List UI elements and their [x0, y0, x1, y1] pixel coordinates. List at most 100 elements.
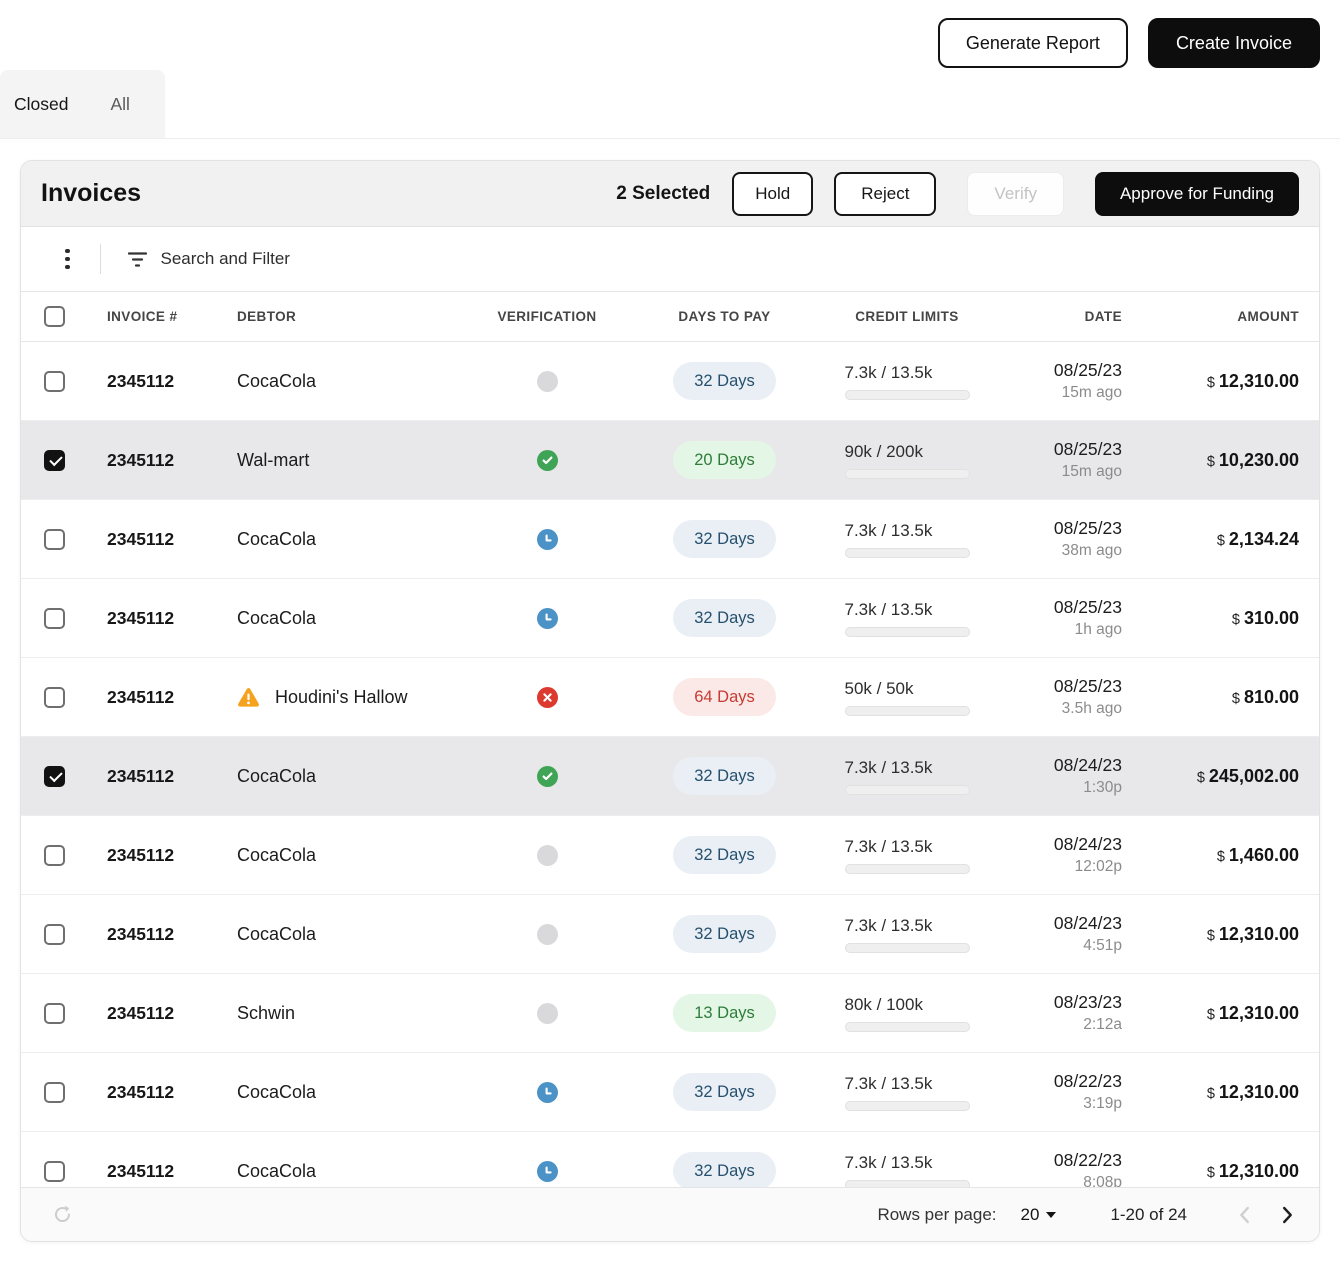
row-checkbox[interactable]	[44, 1081, 65, 1103]
invoice-amount: 245,002.00	[1208, 765, 1299, 786]
row-checkbox[interactable]	[44, 923, 65, 945]
previous-page-button[interactable]	[1235, 1202, 1254, 1228]
invoice-number: 2345112	[107, 370, 175, 391]
next-page-button[interactable]	[1278, 1202, 1297, 1228]
pagination-range: 1-20 of 24	[1110, 1204, 1187, 1224]
generate-report-button[interactable]: Generate Report	[937, 18, 1128, 68]
credit-limit-value: 7.3k / 13.5k	[844, 362, 933, 382]
invoice-amount: 1,460.00	[1228, 844, 1299, 865]
debtor-name: CocaCola	[237, 844, 317, 865]
rows-per-page-select[interactable]: 20	[1021, 1205, 1057, 1225]
warning-icon	[237, 687, 260, 708]
selection-count: 2 Selected	[616, 182, 711, 204]
days-to-pay-badge: 13 Days	[673, 994, 776, 1032]
refresh-icon[interactable]	[53, 1205, 72, 1224]
credit-limit-bar	[844, 626, 970, 637]
table-toolbar: Search and Filter	[21, 227, 1319, 292]
invoice-date: 08/25/23	[1053, 518, 1122, 538]
row-checkbox[interactable]	[44, 686, 65, 708]
invoice-date: 08/25/23	[1053, 439, 1122, 459]
select-all-checkbox[interactable]	[44, 306, 65, 327]
rows-per-page-value: 20	[1020, 1204, 1040, 1224]
row-checkbox[interactable]	[44, 1160, 65, 1182]
currency-symbol: $	[1196, 769, 1205, 786]
table-row[interactable]: 2345112 CocaCola 32 Days	[21, 342, 1319, 421]
invoice-number: 2345112	[107, 1160, 175, 1181]
table-row[interactable]: 2345112 Houdini's Hallow 64 D	[21, 658, 1319, 737]
table-row[interactable]: 2345112 CocaCola 32 Days	[21, 500, 1319, 579]
debtor-name: CocaCola	[237, 370, 317, 391]
pending-clock-icon	[536, 528, 558, 550]
currency-symbol: $	[1231, 690, 1240, 707]
invoice-number: 2345112	[107, 844, 175, 865]
unverified-status-icon	[536, 370, 558, 392]
credit-limit-bar	[844, 705, 970, 716]
row-checkbox[interactable]	[44, 765, 65, 787]
search-and-filter-control[interactable]: Search and Filter	[160, 249, 290, 268]
row-checkbox[interactable]	[44, 844, 65, 866]
row-checkbox[interactable]	[44, 449, 65, 471]
credit-limit-value: 7.3k / 13.5k	[844, 915, 933, 935]
caret-down-icon	[1046, 1211, 1057, 1218]
invoice-number: 2345112	[107, 1081, 175, 1102]
debtor-name: CocaCola	[237, 765, 317, 786]
table-row[interactable]: 2345112 CocaCola 32 Days	[21, 737, 1319, 816]
invoice-number: 2345112	[107, 765, 175, 786]
invoice-date: 08/25/23	[1053, 676, 1122, 696]
table-row[interactable]: 2345112 CocaCola 32 Days	[21, 579, 1319, 658]
days-to-pay-badge: 32 Days	[673, 836, 776, 874]
tab-closed[interactable]: Closed	[14, 93, 69, 114]
row-checkbox[interactable]	[44, 528, 65, 550]
row-checkbox[interactable]	[44, 370, 65, 392]
invoice-date: 08/24/23	[1053, 834, 1122, 854]
invoice-time: 1:30p	[1083, 779, 1122, 796]
currency-symbol: $	[1206, 374, 1215, 391]
kebab-menu-icon[interactable]	[61, 245, 74, 274]
approve-for-funding-button[interactable]: Approve for Funding	[1094, 171, 1299, 216]
top-action-bar: Generate Report Create Invoice	[937, 18, 1320, 68]
table-row[interactable]: 2345112 Schwin 13 Days	[21, 974, 1319, 1053]
row-checkbox[interactable]	[44, 1002, 65, 1024]
filter-icon[interactable]	[127, 250, 148, 269]
invoice-date: 08/22/23	[1053, 1071, 1122, 1091]
debtor-name: CocaCola	[237, 528, 317, 549]
invoice-amount: 810.00	[1243, 686, 1299, 707]
invoice-number: 2345112	[107, 1002, 175, 1023]
table-row[interactable]: 2345112 Wal-mart 20 Days	[21, 421, 1319, 500]
invoice-amount: 12,310.00	[1218, 1002, 1299, 1023]
table-row[interactable]: 2345112 CocaCola 32 Days	[21, 895, 1319, 974]
debtor-name: CocaCola	[237, 607, 317, 628]
reject-button[interactable]: Reject	[834, 171, 937, 216]
table-row[interactable]: 2345112 CocaCola 32 Days	[21, 1132, 1319, 1187]
days-to-pay-badge: 32 Days	[673, 1073, 776, 1111]
invoice-number: 2345112	[107, 528, 175, 549]
days-to-pay-badge: 32 Days	[673, 599, 776, 637]
credit-limit-value: 7.3k / 13.5k	[844, 1152, 933, 1172]
invoices-panel: Invoices 2 Selected Hold Reject Verify A…	[20, 160, 1320, 1242]
table-row[interactable]: 2345112 CocaCola 32 Days	[21, 1053, 1319, 1132]
tab-all[interactable]: All	[110, 93, 130, 114]
invoice-date: 08/24/23	[1053, 755, 1122, 775]
credit-limit-bar	[844, 547, 970, 558]
days-to-pay-badge: 32 Days	[673, 915, 776, 953]
column-header-credit-limits: CREDIT LIMITS	[855, 309, 959, 324]
row-checkbox[interactable]	[44, 607, 65, 629]
invoice-time: 15m ago	[1061, 384, 1122, 401]
currency-symbol: $	[1216, 532, 1225, 549]
invoice-amount: 12,310.00	[1218, 370, 1299, 391]
column-header-debtor: DEBTOR	[237, 309, 297, 324]
verify-button[interactable]: Verify	[967, 171, 1064, 216]
days-to-pay-badge: 20 Days	[673, 441, 776, 479]
create-invoice-button[interactable]: Create Invoice	[1147, 18, 1320, 68]
column-header-invoice: INVOICE #	[107, 309, 178, 324]
credit-limit-bar	[844, 863, 970, 874]
invoice-amount: 310.00	[1243, 607, 1299, 628]
invoice-date: 08/22/23	[1053, 1150, 1122, 1170]
credit-limit-bar	[844, 784, 970, 795]
verified-status-icon	[536, 449, 558, 471]
invoice-time: 3.5h ago	[1061, 700, 1122, 717]
column-header-verification: VERIFICATION	[497, 309, 597, 324]
table-row[interactable]: 2345112 CocaCola 32 Days	[21, 816, 1319, 895]
pending-clock-icon	[536, 1081, 558, 1103]
hold-button[interactable]: Hold	[732, 171, 814, 216]
